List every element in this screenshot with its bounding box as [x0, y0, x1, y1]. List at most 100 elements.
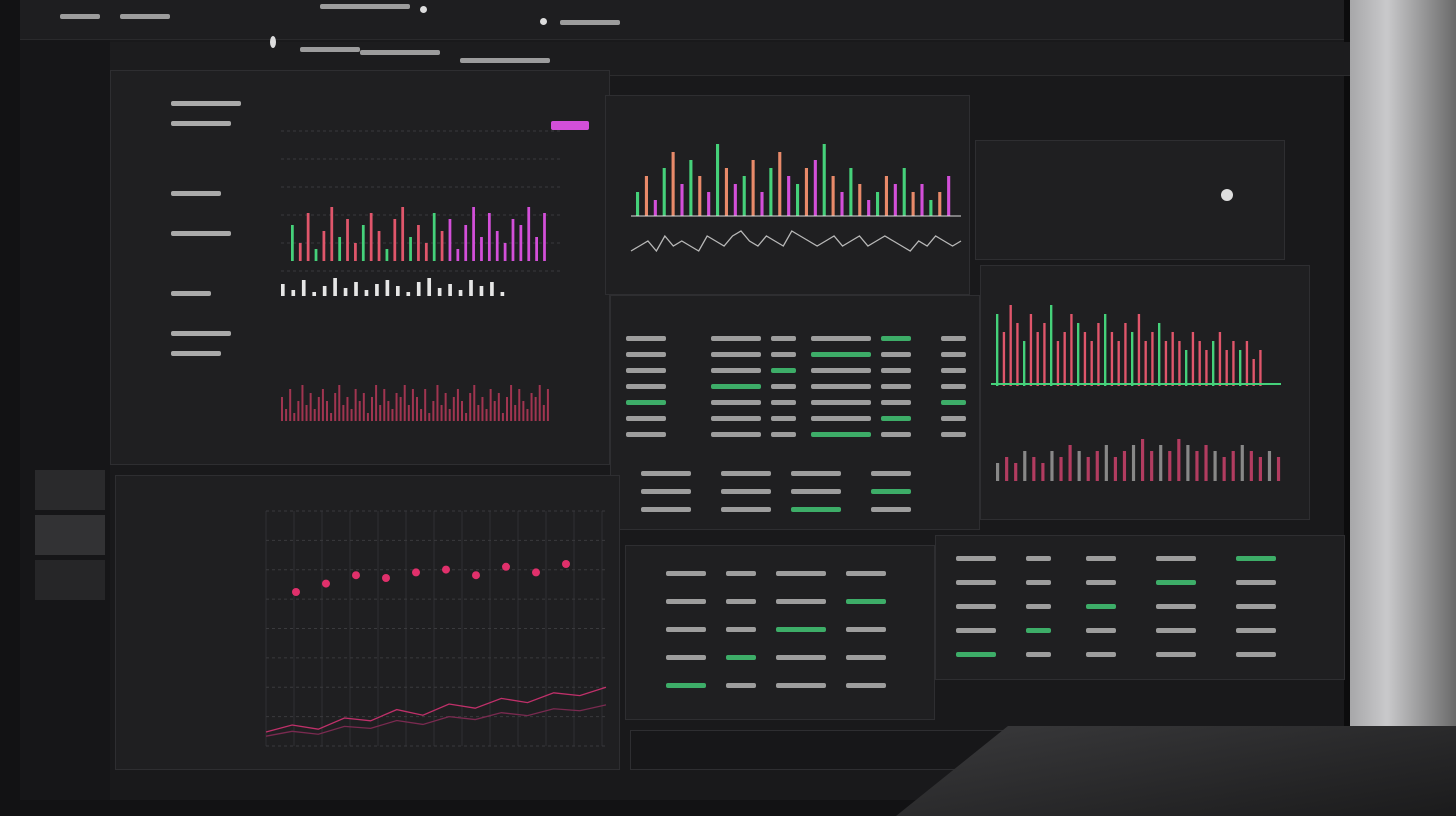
bar	[822, 144, 826, 216]
positions-panel	[935, 535, 1345, 680]
volume-bar	[1050, 451, 1054, 481]
table-cell	[811, 384, 871, 389]
histogram-bar	[391, 409, 394, 421]
candle	[1252, 359, 1255, 386]
histogram-bar	[330, 413, 333, 421]
table-cell	[846, 627, 886, 632]
candle	[1225, 350, 1228, 386]
table-cell	[871, 507, 911, 512]
volume-bar	[1186, 445, 1190, 481]
price-bar	[361, 225, 365, 261]
table-cell	[1156, 652, 1196, 657]
price-bar	[535, 237, 538, 261]
table-cell	[626, 432, 666, 437]
volume-bar	[437, 288, 442, 296]
table-cell	[771, 368, 796, 373]
candle	[1198, 341, 1201, 386]
candle	[1117, 341, 1120, 386]
volume-bar	[343, 288, 348, 296]
status-dot-icon	[1221, 189, 1233, 201]
table-cell	[726, 627, 756, 632]
histogram-bar	[379, 405, 382, 421]
table-cell	[1236, 652, 1276, 657]
bar	[902, 168, 906, 216]
bar	[929, 200, 933, 216]
table-cell	[1026, 652, 1051, 657]
histogram-bar	[309, 393, 312, 421]
scatter-chart	[265, 510, 607, 747]
volume-bar	[301, 280, 306, 296]
sidebar-item-active[interactable]	[35, 470, 105, 510]
table-cell	[711, 384, 761, 389]
candle	[1009, 305, 1012, 386]
table-cell	[881, 384, 911, 389]
candle	[1124, 323, 1127, 386]
price-bar	[385, 249, 389, 261]
candle	[1036, 332, 1039, 386]
volume-bar	[1032, 457, 1036, 481]
line-series	[265, 704, 607, 737]
bar	[716, 144, 720, 216]
candle	[996, 314, 999, 386]
volume-bar	[458, 290, 463, 296]
table-cell	[941, 400, 966, 405]
price-bar	[424, 243, 428, 261]
table-cell	[711, 400, 761, 405]
histogram-bar	[461, 401, 463, 421]
bar	[689, 160, 693, 216]
volume-bar	[1141, 439, 1145, 481]
price-bar	[377, 231, 381, 261]
scatter-point	[532, 568, 540, 577]
label-text	[171, 191, 221, 196]
table-cell	[881, 336, 911, 341]
bar	[671, 152, 675, 216]
bar	[644, 176, 648, 216]
table-cell	[811, 352, 871, 357]
candle	[1050, 305, 1053, 386]
volume-bar	[479, 286, 484, 296]
candle	[1212, 341, 1215, 386]
table-cell	[941, 352, 966, 357]
scatter-point	[292, 588, 300, 596]
histogram-bar	[375, 385, 378, 421]
menu-icon[interactable]	[270, 36, 276, 48]
table-cell	[1156, 556, 1196, 561]
status-dot-icon	[420, 6, 427, 13]
label-text	[171, 231, 231, 236]
histogram-bar	[456, 389, 459, 421]
candle	[1104, 314, 1107, 386]
price-bar	[322, 231, 326, 261]
table-cell	[1026, 580, 1051, 585]
table-cell	[771, 336, 796, 341]
table-cell	[941, 432, 966, 437]
bar	[733, 184, 737, 216]
price-bar	[393, 219, 397, 261]
price-bar	[417, 225, 420, 261]
volume-bar	[1023, 451, 1027, 481]
table-cell	[941, 368, 966, 373]
bar	[840, 192, 844, 216]
price-bar	[543, 213, 546, 261]
volume-bar	[364, 290, 369, 296]
table-cell	[811, 400, 871, 405]
histogram-bar	[416, 397, 418, 421]
volume-bar	[333, 278, 337, 296]
table-cell	[791, 471, 841, 476]
price-bar	[369, 213, 373, 261]
histogram-bar	[342, 405, 345, 421]
table-cell	[1086, 580, 1116, 585]
sidebar-item[interactable]	[35, 515, 105, 555]
dashboard-screen	[20, 0, 1350, 800]
volume-bar	[1086, 457, 1090, 481]
histogram-bar	[326, 401, 328, 421]
volume-bar	[1222, 457, 1226, 481]
table-cell	[941, 416, 966, 421]
sidebar-item[interactable]	[35, 560, 105, 600]
bar	[813, 160, 817, 216]
histogram-bar	[420, 409, 423, 421]
table-cell	[956, 556, 996, 561]
table-cell	[1156, 580, 1196, 585]
histogram-bar	[395, 393, 398, 421]
histogram-bar	[534, 397, 537, 421]
table-cell	[1026, 556, 1051, 561]
